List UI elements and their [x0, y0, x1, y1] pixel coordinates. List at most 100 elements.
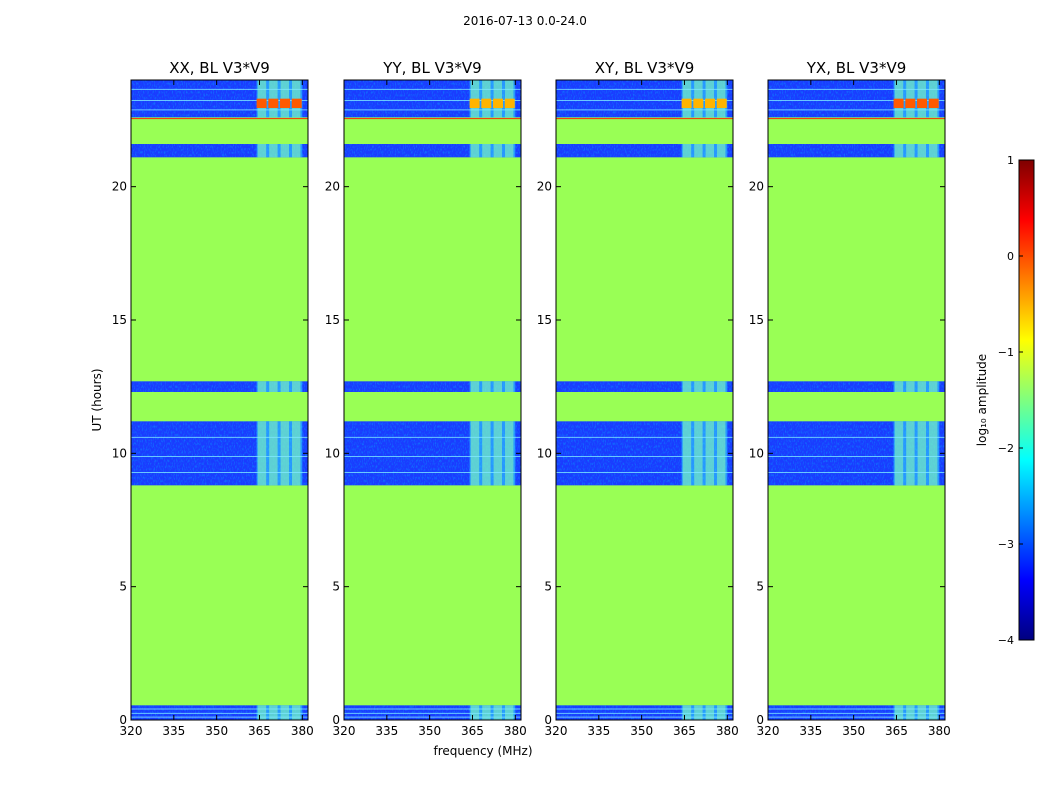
y-tick-label: 0 — [119, 713, 127, 727]
y-tick-label: 5 — [544, 580, 552, 594]
rfi-channel — [482, 144, 491, 158]
rfi-channel — [906, 421, 915, 486]
y-tick-label: 15 — [537, 313, 552, 327]
panel-xx: XX, BL V3*V9 320 335 350 365 380 0 5 10 15 20 — [112, 59, 314, 738]
rfi-channel — [470, 144, 480, 158]
y-tick-label: 10 — [112, 446, 127, 460]
data-segment-3 — [131, 381, 308, 392]
rfi-channel — [917, 381, 927, 392]
panel-xy: XY, BL V3*V9 320 335 350 365 380 0 5 10 15 20 — [537, 59, 739, 738]
x-tick-label: 320 — [120, 724, 143, 738]
rfi-band — [681, 381, 728, 392]
bright-rfi-spot — [280, 98, 291, 108]
rfi-band — [469, 144, 516, 158]
x-tick-label: 350 — [418, 724, 441, 738]
noise-texture — [344, 381, 521, 392]
rfi-band — [256, 144, 303, 158]
rfi-channel — [694, 144, 703, 158]
y-tick-label: 10 — [537, 446, 552, 460]
panel-frame — [555, 79, 734, 721]
rfi-channel — [505, 705, 514, 720]
rfi-channel — [482, 705, 491, 720]
panel-frame — [343, 79, 522, 721]
rfi-channel — [482, 421, 491, 486]
y-tick-label: 20 — [537, 180, 552, 194]
x-tick-label: 380 — [716, 724, 739, 738]
colorbar-label: log₁₀ amplitude — [975, 354, 989, 446]
y-tick-label: 5 — [332, 580, 340, 594]
rfi-channel — [257, 421, 267, 486]
x-tick-label: 335 — [587, 724, 610, 738]
x-tick-label: 365 — [461, 724, 484, 738]
data-segment-3 — [344, 381, 521, 392]
bright-rfi-spot — [893, 98, 904, 108]
rfi-channel — [280, 421, 290, 486]
bright-rfi-spot — [693, 98, 704, 108]
rfi-channel — [292, 421, 301, 486]
rfi-channel — [682, 421, 692, 486]
rfi-channel — [705, 381, 715, 392]
rfi-channel — [493, 421, 503, 486]
rfi-channel — [705, 144, 715, 158]
rfi-channel — [292, 144, 301, 158]
bright-rfi-group — [256, 98, 302, 108]
x-tick-label: 350 — [842, 724, 865, 738]
bright-rfi-group — [893, 98, 939, 108]
x-axis-label: frequency (MHz) — [433, 744, 532, 758]
y-tick-label: 10 — [749, 446, 764, 460]
panel-yx: YX, BL V3*V9 320 335 350 365 380 0 5 10 15 20 — [749, 59, 951, 738]
rfi-channel — [717, 381, 726, 392]
panel-fill-background — [131, 80, 308, 720]
panel-frame — [767, 79, 946, 721]
rfi-channel — [470, 381, 480, 392]
rfi-channel — [257, 381, 267, 392]
rfi-channel — [505, 144, 514, 158]
colorbar — [1018, 159, 1035, 641]
data-segment-1 — [768, 705, 945, 720]
rfi-channel — [470, 421, 480, 486]
rfi-channel — [894, 381, 904, 392]
rfi-channel — [505, 381, 514, 392]
rfi-channel — [269, 421, 278, 486]
data-segment-4 — [556, 144, 733, 158]
y-tick-label: 5 — [756, 580, 764, 594]
rfi-channel — [280, 705, 290, 720]
x-tick-label: 350 — [205, 724, 228, 738]
panel-fill-background — [556, 80, 733, 720]
rfi-channel — [906, 381, 915, 392]
bright-rfi-spot — [481, 98, 492, 108]
bright-rfi-spot — [493, 98, 504, 108]
data-segment-1 — [344, 705, 521, 720]
rfi-channel — [280, 381, 290, 392]
bright-rfi-spot — [291, 98, 302, 108]
bright-rfi-spot — [716, 98, 727, 108]
bright-rfi-spot — [681, 98, 692, 108]
x-tick-label: 320 — [333, 724, 356, 738]
panel-frame — [130, 79, 309, 721]
x-tick-label: 335 — [375, 724, 398, 738]
y-tick-label: 5 — [119, 580, 127, 594]
data-segment-3 — [768, 381, 945, 392]
x-tick-label: 365 — [673, 724, 696, 738]
rfi-channel — [269, 705, 278, 720]
colorbar-tick-label: −4 — [998, 634, 1014, 647]
x-tick-label: 350 — [630, 724, 653, 738]
rfi-channel — [929, 144, 938, 158]
bright-rfi-spot — [268, 98, 279, 108]
x-tick-label: 320 — [757, 724, 780, 738]
panel-fill-background — [768, 80, 945, 720]
bright-rfi-spot — [905, 98, 916, 108]
rfi-channel — [292, 705, 301, 720]
panel-title: XY, BL V3*V9 — [595, 59, 695, 77]
rfi-channel — [929, 705, 938, 720]
x-tick-label: 380 — [504, 724, 527, 738]
y-tick-label: 15 — [325, 313, 340, 327]
rfi-channel — [717, 421, 726, 486]
bright-rfi-spot — [928, 98, 939, 108]
data-segment-2 — [344, 421, 521, 486]
y-tick-label: 10 — [325, 446, 340, 460]
bright-rfi-spot — [256, 98, 267, 108]
rfi-channel — [917, 705, 927, 720]
y-axis-label: UT (hours) — [90, 368, 104, 431]
data-segment-2 — [556, 421, 733, 486]
